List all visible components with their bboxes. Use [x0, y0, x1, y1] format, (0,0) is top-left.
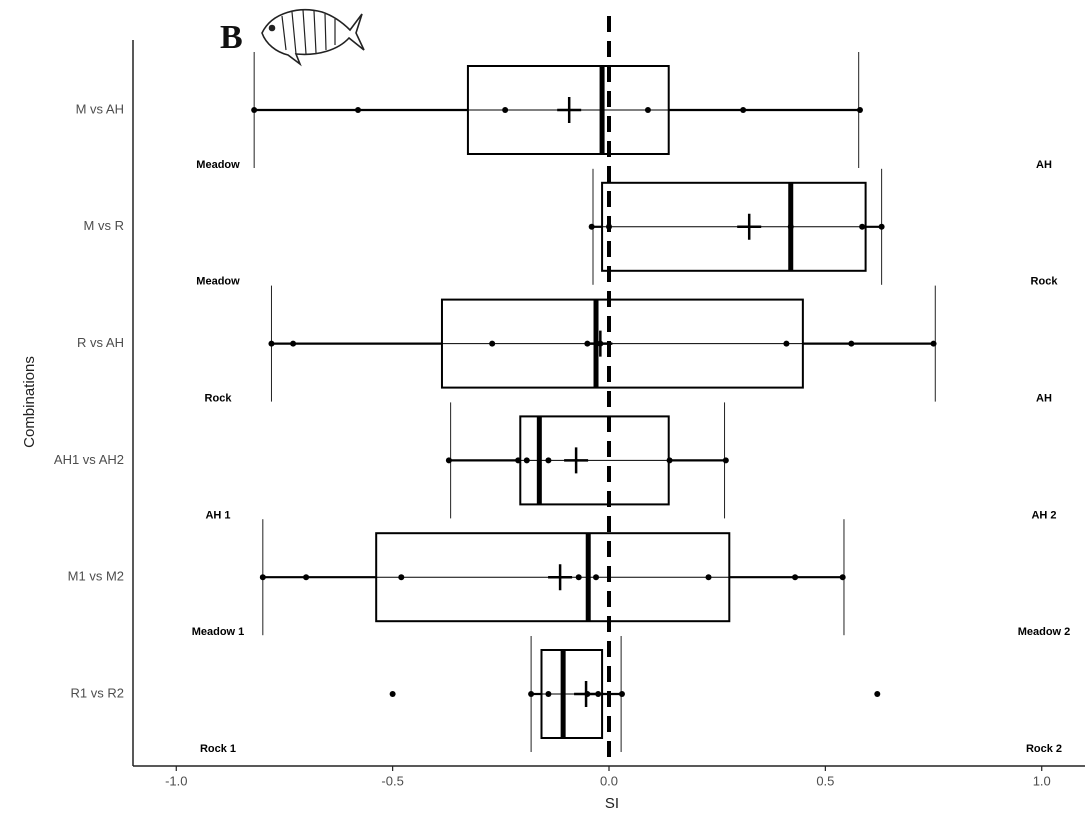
point — [874, 691, 881, 697]
point — [666, 457, 673, 464]
point — [445, 457, 452, 464]
x-tick-label: 0.5 — [816, 773, 834, 788]
point — [584, 340, 591, 347]
point — [545, 457, 552, 464]
point — [859, 223, 866, 230]
point — [523, 457, 530, 464]
y-axis-title: Combinations — [21, 356, 38, 448]
right-label: AH — [1036, 393, 1052, 405]
point — [355, 107, 362, 113]
point — [268, 340, 275, 347]
point — [722, 457, 729, 464]
point — [398, 574, 405, 581]
box — [540, 649, 604, 739]
left-label: Meadow 1 — [192, 626, 245, 638]
category-label: AH1 vs AH2 — [54, 452, 124, 467]
point — [545, 691, 552, 697]
point — [489, 340, 496, 347]
point — [848, 340, 855, 347]
fish-icon — [261, 9, 365, 67]
box — [375, 532, 731, 623]
point — [930, 340, 937, 347]
point — [618, 691, 625, 697]
left-label: Meadow — [196, 276, 240, 288]
point — [389, 691, 396, 697]
point — [792, 574, 799, 581]
right-label: AH — [1036, 159, 1052, 171]
point — [528, 691, 535, 697]
left-label: Rock 1 — [200, 743, 236, 755]
x-tick-label: -1.0 — [165, 773, 187, 788]
category-label: M vs R — [84, 218, 124, 233]
point — [644, 107, 651, 113]
point — [259, 574, 266, 581]
point — [575, 574, 582, 581]
left-label: AH 1 — [205, 509, 230, 521]
right-label: Rock 2 — [1026, 743, 1062, 755]
x-tick-label: 0.0 — [600, 773, 618, 788]
panel-label: B — [220, 19, 243, 56]
category-label: M1 vs M2 — [68, 569, 124, 584]
mean-marker — [574, 681, 599, 707]
point — [787, 223, 794, 230]
point — [251, 107, 258, 113]
point — [593, 574, 600, 581]
box — [601, 181, 867, 272]
right-label: AH 2 — [1031, 509, 1056, 521]
mean-marker — [557, 97, 582, 123]
point — [705, 574, 712, 581]
right-label: Rock — [1031, 276, 1059, 288]
point — [740, 107, 747, 113]
point — [783, 340, 790, 347]
x-tick-label: -0.5 — [381, 773, 403, 788]
mean-marker — [737, 213, 762, 240]
left-label: Meadow — [196, 159, 240, 171]
x-tick-label: 1.0 — [1033, 773, 1051, 788]
mean-marker — [564, 447, 589, 474]
x-axis-title: SI — [605, 795, 619, 812]
right-label: Meadow 2 — [1018, 626, 1071, 638]
point — [595, 691, 602, 697]
point — [839, 574, 846, 581]
point — [878, 223, 885, 230]
point — [588, 223, 595, 230]
category-label: R1 vs R2 — [71, 685, 124, 700]
box — [440, 298, 804, 389]
point — [502, 107, 509, 113]
category-label: M vs AH — [76, 101, 124, 116]
point — [856, 107, 863, 113]
left-label: Rock — [205, 393, 233, 405]
point — [290, 340, 297, 347]
category-label: R vs AH — [77, 335, 124, 350]
point — [515, 457, 522, 464]
box — [466, 65, 670, 155]
point — [303, 574, 310, 581]
mean-marker — [548, 564, 573, 591]
